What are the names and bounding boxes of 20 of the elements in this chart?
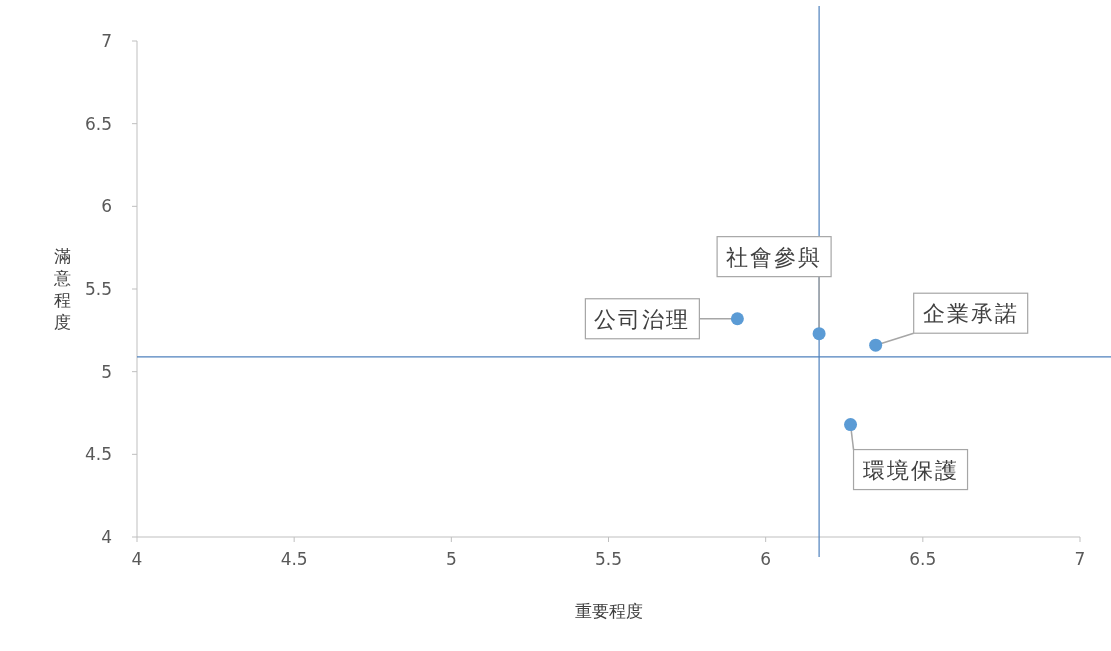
y-tick-label: 6 bbox=[101, 196, 112, 217]
x-tick-label: 4.5 bbox=[280, 549, 308, 569]
annotation: 環境保護 bbox=[862, 457, 959, 483]
annotation: 社會參與 bbox=[726, 244, 823, 270]
x-axis-title: 重要程度 bbox=[574, 601, 643, 621]
y-tick-label: 6.5 bbox=[84, 113, 112, 134]
annotation: 公司治理 bbox=[594, 306, 691, 332]
y-axis-title: 滿意程度 bbox=[52, 246, 71, 332]
x-tick-label: 6.5 bbox=[909, 549, 937, 569]
annotation: 企業承諾 bbox=[922, 301, 1019, 327]
y-tick-label: 4 bbox=[101, 527, 112, 547]
x-tick-label: 4 bbox=[131, 549, 143, 569]
y-tick-label: 5.5 bbox=[84, 279, 112, 299]
x-tick-label: 6 bbox=[760, 549, 772, 569]
x-tick-label: 5.5 bbox=[594, 549, 623, 569]
x-tick-label: 5 bbox=[445, 549, 457, 569]
y-tick-label: 5 bbox=[101, 361, 112, 382]
y-tick-label: 7 bbox=[101, 31, 112, 51]
y-tick-label: 4.5 bbox=[84, 444, 112, 465]
x-tick-label: 7 bbox=[1074, 549, 1086, 569]
